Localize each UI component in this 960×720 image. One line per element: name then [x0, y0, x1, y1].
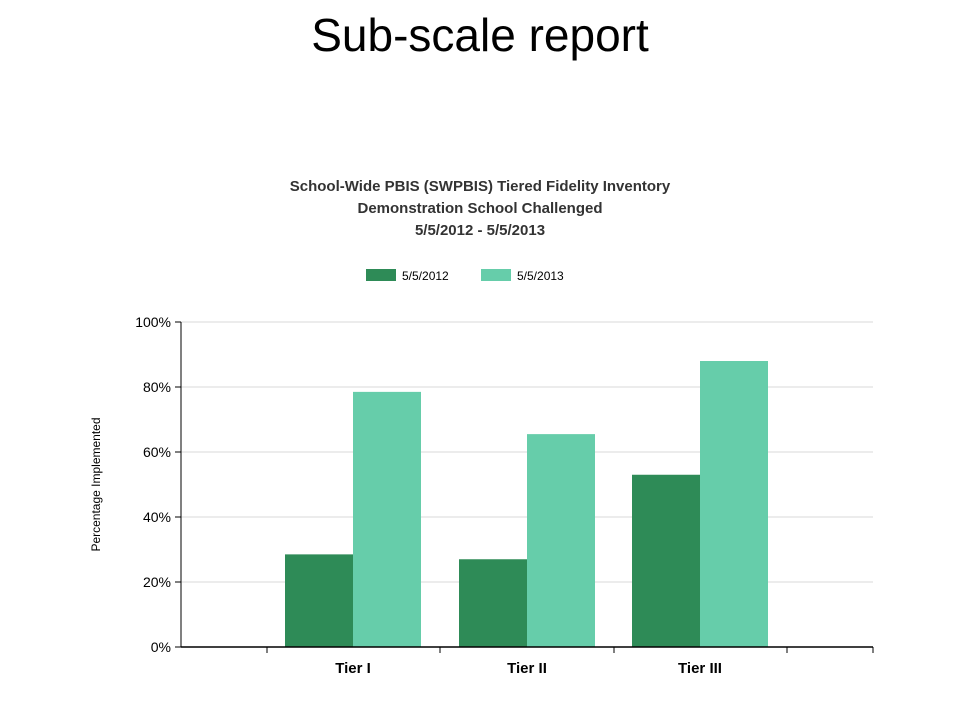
bar-series2-1	[527, 434, 595, 647]
bar-series1-1	[459, 559, 527, 647]
legend-swatch	[366, 269, 396, 281]
bar-series2-2	[700, 361, 768, 647]
y-tick-label: 20%	[143, 574, 171, 590]
bar-series1-0	[285, 554, 353, 647]
bar-series1-2	[632, 474, 700, 647]
legend-label: 5/5/2012	[402, 269, 449, 283]
x-tick-label: Tier II	[507, 660, 547, 677]
bar-series2-0	[353, 391, 421, 647]
y-tick-label: 40%	[143, 509, 171, 525]
chart-title: School-Wide PBIS (SWPBIS) Tiered Fidelit…	[289, 178, 671, 195]
chart-date-range: 5/5/2012 - 5/5/2013	[414, 222, 546, 239]
y-axis-title: Percentage Implemented	[89, 417, 103, 551]
x-tick-label: Tier I	[335, 660, 371, 677]
legend-label: 5/5/2013	[517, 269, 564, 283]
legend-swatch	[481, 269, 511, 281]
y-tick-label: 100%	[135, 314, 171, 330]
chart-subtitle: Demonstration School Challenged	[357, 200, 603, 217]
x-tick-label: Tier III	[678, 660, 722, 677]
y-tick-label: 0%	[151, 639, 171, 655]
y-tick-label: 80%	[143, 379, 171, 395]
slide-title: Sub-scale report	[311, 9, 649, 61]
y-tick-label: 60%	[143, 444, 171, 460]
